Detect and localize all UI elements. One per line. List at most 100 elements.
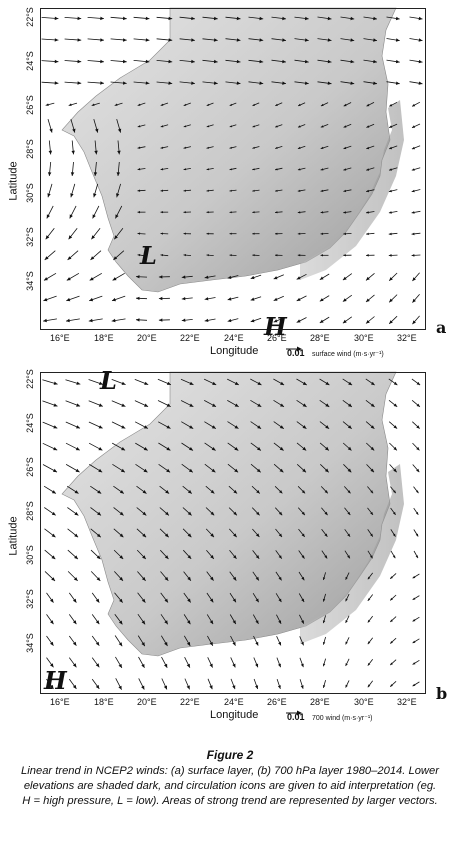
wind-vector-head: [373, 59, 377, 64]
wind-vector-head: [367, 684, 371, 688]
panel-b: Latitude 22°S 24°S 26°S 28°S 30°S 32°S 3…: [0, 366, 460, 732]
wind-vector-head: [366, 211, 369, 214]
wind-vector-head: [343, 168, 347, 171]
wind-vector-head: [54, 81, 59, 85]
wind-vector-head: [142, 490, 147, 494]
wind-vector-head: [389, 168, 392, 171]
wind-vector-head: [121, 403, 126, 407]
wind-vector-head: [141, 685, 145, 690]
wind-vector-head: [183, 146, 187, 149]
wind-vector-head: [95, 641, 100, 646]
wind-vector-head: [282, 81, 286, 85]
wind-vector-head: [298, 103, 301, 106]
wind-vector-head: [98, 468, 103, 473]
wind-vector-head: [395, 81, 400, 85]
wind-vector-head: [255, 663, 259, 668]
wind-vector-head: [137, 103, 141, 106]
wind-vector-head: [160, 189, 163, 192]
wind-vector-head: [232, 576, 237, 581]
wind-vector-head: [348, 403, 352, 407]
wind-vector-head: [164, 555, 169, 559]
wind-vector-head: [320, 168, 324, 171]
wind-vector-head: [234, 381, 239, 385]
wind-vector-head: [113, 256, 118, 260]
wind-vector-head: [275, 211, 278, 214]
wind-vector-head: [144, 403, 149, 407]
wind-vector-head: [206, 103, 210, 106]
wind-vector-head: [160, 254, 164, 257]
wind-vector-head: [119, 577, 123, 581]
wind-vector-head: [327, 38, 332, 42]
wind-vector-head: [67, 256, 72, 260]
lat-tick-b: 30°S: [24, 545, 35, 565]
wind-vector-head: [137, 146, 141, 149]
wind-vector-head: [187, 489, 192, 494]
wind-vector-head: [279, 468, 284, 473]
wind-vector-head: [347, 555, 350, 559]
wind-vector-head: [141, 663, 145, 668]
wind-vector-head: [160, 146, 164, 149]
wind-vector-head: [389, 125, 393, 128]
wind-vector-head: [233, 490, 238, 494]
wind-vector-head: [301, 598, 305, 602]
wind-vector-head: [319, 276, 324, 280]
wind-vector-head: [366, 168, 370, 171]
wind-vector-head: [319, 319, 324, 323]
wind-vector-head: [93, 172, 98, 176]
wind-vector-head: [342, 276, 347, 281]
wind-vector-head: [117, 128, 122, 133]
wind-vector-head: [72, 598, 77, 603]
lon-tick-b: 16°E: [50, 697, 70, 707]
wind-vector-head: [300, 663, 304, 668]
wind-vector-head: [51, 490, 56, 494]
wind-vector-head: [416, 425, 420, 429]
wind-vector-head: [137, 168, 141, 171]
lat-tick-b: 34°S: [24, 633, 35, 653]
wind-vector-head: [395, 59, 400, 64]
wind-vector-head: [373, 81, 377, 85]
wind-vector-head: [390, 576, 393, 579]
lon-tick-a: 30°E: [354, 333, 374, 343]
wind-vector-head: [345, 620, 348, 623]
wind-vector-head: [370, 446, 375, 451]
wind-vector-head: [166, 468, 171, 473]
wind-vector-head: [183, 254, 186, 257]
wind-vector-head: [183, 189, 186, 192]
wind-vector-head: [118, 620, 123, 625]
wind-vector-head: [278, 620, 282, 624]
wind-vector-head: [278, 555, 282, 559]
lon-tick-b: 22°E: [180, 697, 200, 707]
wind-vector-head: [388, 254, 392, 257]
lon-tick-b: 30°E: [354, 697, 374, 707]
wind-vector-head: [211, 425, 216, 429]
wind-vector-head: [141, 577, 146, 581]
wind-vector-head: [279, 446, 284, 451]
wind-vector-head: [366, 320, 370, 324]
wind-vector-head: [50, 598, 54, 603]
wind-vector-head: [301, 533, 305, 537]
wind-vector-head: [188, 468, 193, 473]
low-pressure-icon-a: L: [140, 241, 157, 270]
wind-vector-head: [96, 577, 101, 581]
lon-tick-a: 28°E: [310, 333, 330, 343]
wind-vector-head: [411, 232, 415, 236]
wind-vector-head: [72, 620, 77, 625]
wind-vector-head: [71, 150, 75, 155]
wind-vector-head: [181, 297, 186, 301]
wind-vector-head: [273, 319, 278, 323]
wind-vector-head: [95, 663, 100, 668]
wind-vector-head: [43, 318, 47, 323]
wind-vector-head: [143, 468, 148, 473]
wind-vector-head: [324, 490, 328, 494]
wind-vector-head: [75, 447, 80, 451]
wind-vector-head: [50, 641, 54, 646]
wind-vector-head: [160, 232, 163, 235]
wind-vector-head: [210, 533, 214, 538]
wind-vector-head: [74, 555, 78, 560]
lat-tick-a: 22°S: [24, 7, 35, 27]
wind-vector-head: [278, 641, 281, 646]
wind-vector-head: [121, 447, 126, 451]
wind-vector-head: [411, 168, 415, 171]
wind-vector-head: [206, 211, 209, 214]
wind-vector-head: [114, 235, 118, 240]
